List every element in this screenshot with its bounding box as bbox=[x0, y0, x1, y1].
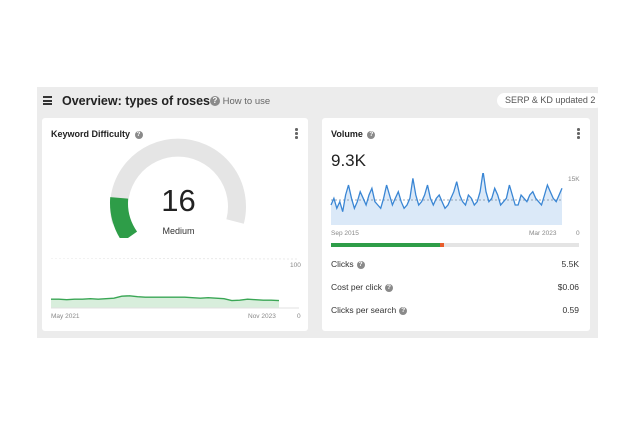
kd-history-chart bbox=[50, 258, 300, 309]
volume-chart-end: Mar 2023 bbox=[529, 230, 557, 237]
metric-clicks-value: 5.5K bbox=[561, 259, 580, 269]
menu-icon[interactable] bbox=[43, 96, 52, 105]
metric-cpc-value: $0.06 bbox=[557, 282, 579, 292]
overview-header: Overview: types of roses ? How to use SE… bbox=[37, 87, 598, 115]
traffic-share-green bbox=[331, 243, 441, 247]
metric-cpc: Cost per click? $0.06 bbox=[331, 282, 579, 296]
metric-clicks: Clicks? 5.5K bbox=[331, 259, 579, 273]
clicks-info-icon[interactable]: ? bbox=[356, 260, 365, 269]
kd-chart-y-bottom: 0 bbox=[297, 313, 301, 320]
kd-gauge-fill bbox=[109, 197, 138, 238]
volume-chart-y-bottom: 0 bbox=[576, 230, 580, 237]
kd-level: Medium bbox=[162, 226, 195, 236]
volume-card: Volume ? 9.3K 15K Sep 2015 Mar 2023 0 Cl… bbox=[322, 118, 590, 331]
metric-cps-label: Clicks per search bbox=[331, 305, 397, 315]
kd-chart-y-top: 100 bbox=[290, 262, 301, 269]
volume-chart-y-top: 15K bbox=[568, 176, 580, 183]
kd-chart-end: Nov 2023 bbox=[248, 313, 276, 320]
volume-info-icon[interactable]: ? bbox=[367, 130, 376, 139]
volume-chart-start: Sep 2015 bbox=[331, 230, 359, 237]
kd-gauge-track bbox=[110, 138, 246, 224]
volume-history-chart bbox=[330, 173, 563, 225]
cps-info-icon[interactable]: ? bbox=[399, 306, 408, 315]
metric-clicks-per-search: Clicks per search? 0.59 bbox=[331, 305, 579, 319]
volume-card-title: Volume ? bbox=[331, 129, 376, 139]
kd-gauge bbox=[109, 138, 246, 238]
metric-cps-value: 0.59 bbox=[562, 305, 579, 315]
volume-value: 9.3K bbox=[331, 151, 366, 170]
how-to-use-link[interactable]: ? How to use bbox=[210, 96, 270, 107]
volume-more-options-icon[interactable] bbox=[577, 128, 580, 140]
kd-info-icon[interactable]: ? bbox=[134, 130, 143, 139]
kd-line bbox=[51, 295, 280, 302]
kd-chart-top-line bbox=[50, 258, 300, 260]
help-icon: ? bbox=[210, 96, 220, 107]
kd-title: Keyword Difficulty bbox=[51, 129, 131, 139]
page-title: Overview: types of roses bbox=[62, 94, 210, 108]
volume-title: Volume bbox=[331, 129, 363, 139]
metric-clicks-label: Clicks bbox=[331, 259, 354, 269]
kd-card-title: Keyword Difficulty ? bbox=[51, 129, 143, 139]
kd-score: 16 bbox=[161, 183, 196, 218]
serp-status-badge: SERP & KD updated 2 bbox=[497, 93, 598, 108]
kd-more-options-icon[interactable] bbox=[295, 128, 298, 140]
metric-cpc-label: Cost per click bbox=[331, 282, 383, 292]
cpc-info-icon[interactable]: ? bbox=[385, 283, 394, 292]
traffic-share-orange bbox=[440, 243, 444, 247]
traffic-share-bar bbox=[331, 243, 579, 247]
volume-line bbox=[330, 173, 563, 212]
keyword-difficulty-card: Keyword Difficulty ? 16 Medium 100 May 2… bbox=[42, 118, 308, 331]
overview-panel: Overview: types of roses ? How to use SE… bbox=[37, 87, 598, 338]
kd-chart-start: May 2021 bbox=[51, 313, 80, 320]
volume-area bbox=[331, 173, 562, 225]
how-to-use-label: How to use bbox=[222, 96, 271, 107]
